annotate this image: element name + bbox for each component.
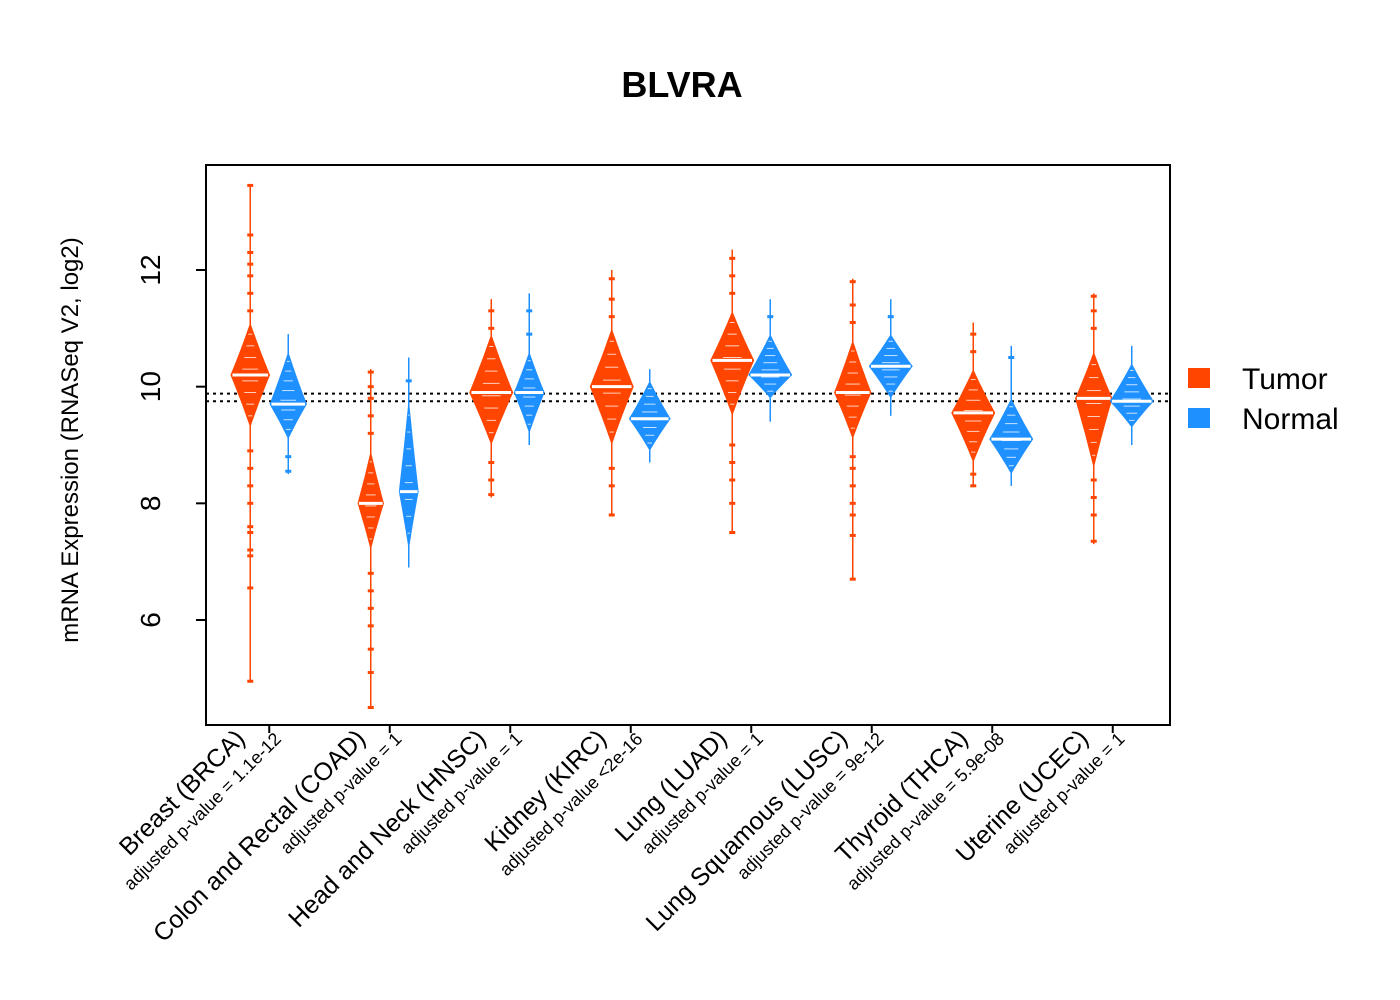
category-group xyxy=(357,357,419,709)
category-group xyxy=(589,270,671,517)
category-group xyxy=(1075,293,1154,545)
category-group xyxy=(469,293,545,498)
y-tick-label: 10 xyxy=(135,371,166,402)
plot-frame xyxy=(205,164,1171,726)
tumor-violin-body xyxy=(951,369,996,463)
tumor-legend-swatch xyxy=(1188,368,1210,388)
tumor-violin-body xyxy=(710,310,755,416)
normal-violin-body xyxy=(269,351,307,440)
x-axis-labels: Breast (BRCA)adjusted p-value = 1.1e-12C… xyxy=(114,724,1129,947)
normal-violin-body xyxy=(748,334,793,399)
tumor-violin-body xyxy=(834,340,872,440)
y-tick-label: 6 xyxy=(135,612,166,628)
y-axis: 6 8 10 12 xyxy=(135,254,206,628)
normal-violin-body xyxy=(628,380,671,451)
tumor-violin-body xyxy=(357,450,384,550)
normal-violin-body xyxy=(398,398,419,550)
normal-violin-body xyxy=(989,398,1034,475)
y-tick-label: 8 xyxy=(135,496,166,512)
category-group xyxy=(951,322,1034,488)
normal-violin-body xyxy=(1109,363,1154,428)
y-axis-label: mRNA Expression (RNASeq V2, log2) xyxy=(57,237,84,643)
tumor-violin-body xyxy=(469,334,514,445)
category-group xyxy=(230,183,307,683)
category-group xyxy=(710,249,793,534)
category-group xyxy=(834,278,913,581)
plot-area xyxy=(206,183,1170,709)
y-tick-label: 12 xyxy=(135,254,166,285)
tumor-violin-body xyxy=(1075,351,1113,469)
normal-legend-label: Normal xyxy=(1242,403,1339,436)
chart-title: BLVRA xyxy=(621,64,742,105)
normal-legend-swatch xyxy=(1188,408,1210,428)
tumor-legend-label: Tumor xyxy=(1242,363,1328,396)
legend: Tumor Normal xyxy=(1188,363,1339,436)
